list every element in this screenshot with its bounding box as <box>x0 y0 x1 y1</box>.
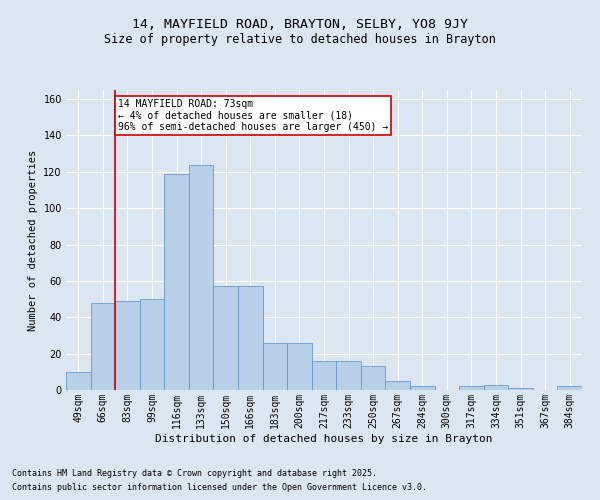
Bar <box>164 174 189 390</box>
Bar <box>336 361 361 390</box>
Bar <box>263 342 287 390</box>
Bar <box>115 301 140 390</box>
X-axis label: Distribution of detached houses by size in Brayton: Distribution of detached houses by size … <box>155 434 493 444</box>
Bar <box>459 386 484 390</box>
Bar <box>508 388 533 390</box>
Y-axis label: Number of detached properties: Number of detached properties <box>28 150 38 330</box>
Text: Contains HM Land Registry data © Crown copyright and database right 2025.: Contains HM Land Registry data © Crown c… <box>12 468 377 477</box>
Bar <box>484 384 508 390</box>
Bar <box>66 372 91 390</box>
Text: Contains public sector information licensed under the Open Government Licence v3: Contains public sector information licen… <box>12 484 427 492</box>
Bar <box>410 386 434 390</box>
Text: 14, MAYFIELD ROAD, BRAYTON, SELBY, YO8 9JY: 14, MAYFIELD ROAD, BRAYTON, SELBY, YO8 9… <box>132 18 468 30</box>
Bar <box>312 361 336 390</box>
Text: 14 MAYFIELD ROAD: 73sqm
← 4% of detached houses are smaller (18)
96% of semi-det: 14 MAYFIELD ROAD: 73sqm ← 4% of detached… <box>118 99 388 132</box>
Bar <box>189 164 214 390</box>
Bar <box>361 366 385 390</box>
Bar <box>238 286 263 390</box>
Bar <box>91 302 115 390</box>
Text: Size of property relative to detached houses in Brayton: Size of property relative to detached ho… <box>104 32 496 46</box>
Bar <box>385 381 410 390</box>
Bar <box>557 386 582 390</box>
Bar <box>287 342 312 390</box>
Bar <box>140 299 164 390</box>
Bar <box>214 286 238 390</box>
